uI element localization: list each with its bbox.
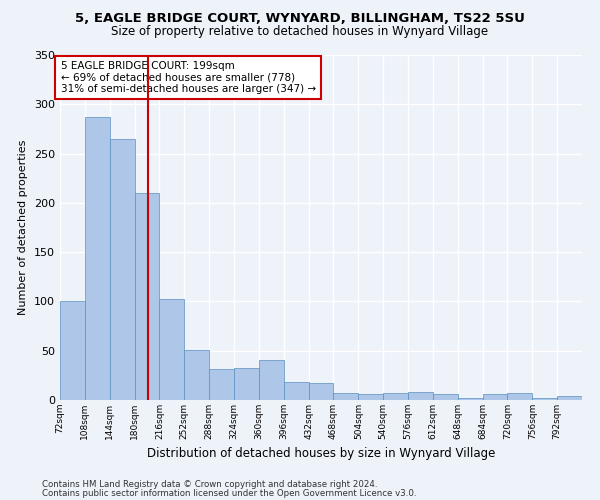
Bar [160, 300, 184, 400]
Bar [383, 393, 408, 400]
Bar [557, 396, 582, 400]
Bar [334, 393, 358, 400]
Bar [234, 368, 259, 400]
Bar [508, 393, 532, 400]
Bar [284, 382, 308, 400]
Bar [358, 394, 383, 400]
Bar [308, 383, 334, 400]
Bar [259, 360, 284, 400]
Bar [458, 398, 482, 400]
X-axis label: Distribution of detached houses by size in Wynyard Village: Distribution of detached houses by size … [147, 448, 495, 460]
Text: Contains HM Land Registry data © Crown copyright and database right 2024.: Contains HM Land Registry data © Crown c… [42, 480, 377, 489]
Bar [184, 350, 209, 400]
Bar [408, 392, 433, 400]
Text: 5, EAGLE BRIDGE COURT, WYNYARD, BILLINGHAM, TS22 5SU: 5, EAGLE BRIDGE COURT, WYNYARD, BILLINGH… [75, 12, 525, 26]
Bar [60, 302, 85, 400]
Bar [85, 117, 110, 400]
Y-axis label: Number of detached properties: Number of detached properties [19, 140, 28, 315]
Bar [134, 193, 160, 400]
Bar [482, 394, 508, 400]
Text: Size of property relative to detached houses in Wynyard Village: Size of property relative to detached ho… [112, 25, 488, 38]
Bar [209, 370, 234, 400]
Text: 5 EAGLE BRIDGE COURT: 199sqm
← 69% of detached houses are smaller (778)
31% of s: 5 EAGLE BRIDGE COURT: 199sqm ← 69% of de… [61, 61, 316, 94]
Bar [433, 394, 458, 400]
Bar [532, 398, 557, 400]
Text: Contains public sector information licensed under the Open Government Licence v3: Contains public sector information licen… [42, 488, 416, 498]
Bar [110, 139, 134, 400]
